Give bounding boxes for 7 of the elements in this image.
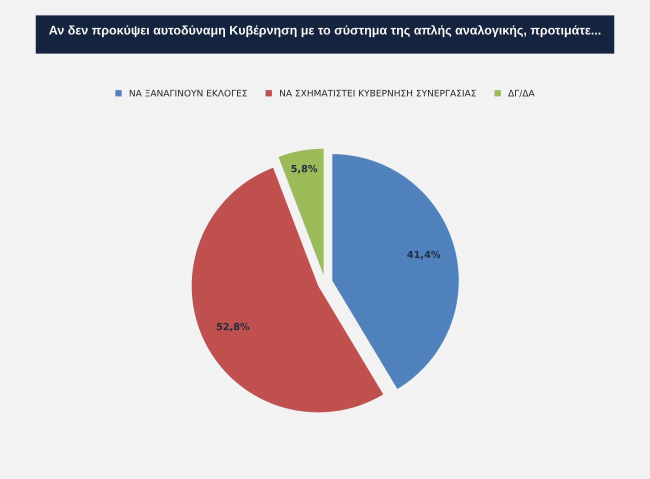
data-label: 5,8% — [291, 164, 318, 174]
legend-label: ΝΑ ΣΧΗΜΑΤΙΣΤΕΙ ΚΥΒΕΡΝΗΣΗ ΣΥΝΕΡΓΑΣΙΑΣ — [280, 90, 476, 96]
chart-title: Αν δεν προκύψει αυτοδύναμη Κυβέρνηση με το σύστημα της απλής αναλογικής, προτιμάτε... — [49, 25, 600, 38]
data-label: 52,8% — [216, 322, 250, 332]
legend-label: ΝΑ ΞΑΝΑΓΙΝΟΥΝ ΕΚΛΟΓΕΣ — [130, 90, 247, 97]
data-label: 41,4% — [407, 250, 440, 260]
legend-label: ΔΓ/ΔΑ — [508, 90, 535, 98]
